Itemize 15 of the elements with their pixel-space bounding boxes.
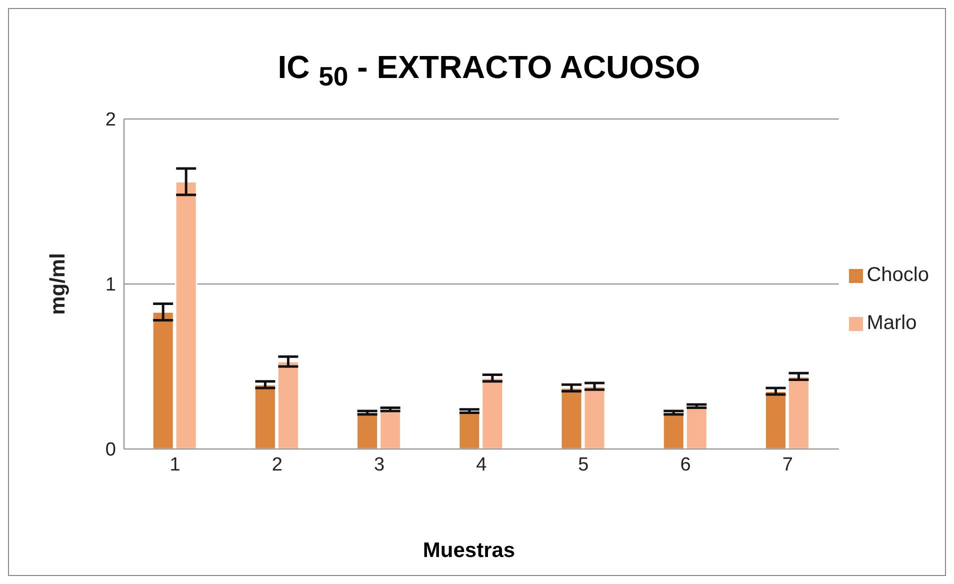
legend-label: Choclo: [866, 264, 929, 286]
y-tick-label: 0: [105, 440, 116, 461]
y-tick-label: 1: [105, 274, 116, 296]
x-tick-label: 5: [578, 454, 589, 476]
x-axis-title: Muestras: [422, 539, 516, 563]
x-tick-label: 6: [680, 454, 691, 476]
x-tick-label: 3: [374, 454, 385, 476]
y-axis-title: mg/ml: [46, 253, 70, 315]
x-tick-label: 7: [782, 454, 793, 476]
chart-title: IC $_{50}$ - EXTRACTO ACUOSO: [276, 49, 702, 92]
x-tick-label: 4: [476, 454, 488, 476]
y-tick-label: 2: [105, 110, 116, 131]
x-tick-label: 1: [170, 454, 180, 476]
legend-label: Marlo: [866, 312, 917, 334]
x-tick-label: 2: [272, 454, 282, 476]
